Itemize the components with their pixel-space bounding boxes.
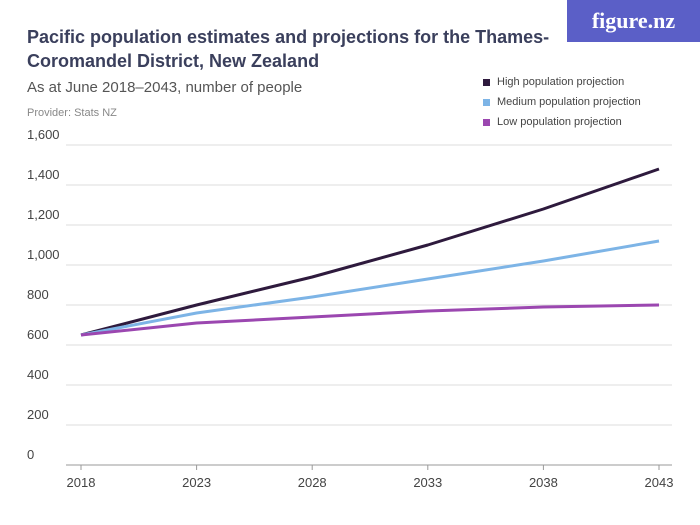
y-tick-label: 1,000	[27, 247, 60, 262]
logo-text: figure.nz	[591, 8, 676, 33]
legend-swatch	[483, 118, 490, 126]
legend-label: Medium population projection	[497, 96, 641, 108]
chart-title: Pacific population estimates and project…	[27, 27, 550, 71]
series-line-0	[80, 167, 660, 337]
legend-label: High population projection	[497, 76, 625, 88]
x-tick-label: 2038	[529, 475, 558, 490]
legend-label: Low population projection	[497, 116, 622, 128]
legend-swatch	[483, 98, 490, 106]
x-tick-label: 2028	[298, 475, 327, 490]
legend: High population projection Medium populat…	[483, 72, 641, 132]
provider-label: Provider: Stats NZ	[27, 107, 117, 119]
y-tick-label: 800	[27, 287, 49, 302]
y-tick-label: 1,600	[27, 127, 60, 142]
chart-subtitle: As at June 2018–2043, number of people	[27, 79, 303, 96]
legend-item: Low population projection	[483, 112, 641, 132]
y-tick-label: 1,200	[27, 207, 60, 222]
y-tick-label: 400	[27, 367, 49, 382]
legend-swatch	[483, 78, 490, 86]
x-tick-label: 2023	[182, 475, 211, 490]
series-line-2	[80, 303, 660, 337]
legend-item: High population projection	[483, 72, 641, 92]
x-tick-label: 2043	[645, 475, 674, 490]
figure-nz-logo[interactable]: figure.nz	[567, 0, 700, 42]
y-tick-label: 200	[27, 407, 49, 422]
y-tick-label: 600	[27, 327, 49, 342]
legend-item: Medium population projection	[483, 92, 641, 112]
y-tick-label: 1,400	[27, 167, 60, 182]
y-tick-label: 0	[27, 447, 34, 462]
x-tick-label: 2018	[67, 475, 96, 490]
x-tick-label: 2033	[413, 475, 442, 490]
series-line-1	[80, 239, 660, 337]
